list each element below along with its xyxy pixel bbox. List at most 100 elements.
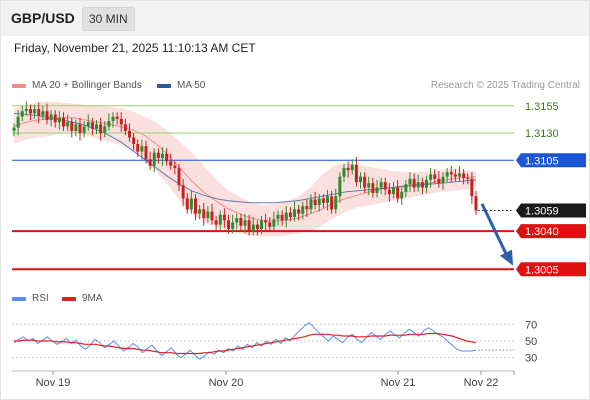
candle-body <box>119 118 123 125</box>
x-tick-label: Nov 22 <box>464 377 499 389</box>
candle-body <box>272 219 276 227</box>
candle-body <box>74 124 78 131</box>
legend-bollinger-label: MA 20 + Bollinger Bands <box>32 80 142 91</box>
candle-body <box>235 218 239 223</box>
candle-body <box>214 220 218 225</box>
candle-body <box>194 198 197 214</box>
candle-body <box>45 111 49 120</box>
symbol-label: GBP/USD <box>11 10 75 26</box>
candle-body <box>33 109 37 114</box>
candle-body <box>338 176 342 197</box>
candle-body <box>210 211 214 221</box>
level-tag-1.3105 <box>516 153 586 168</box>
candle-body <box>387 189 391 195</box>
candle-body <box>330 196 334 210</box>
candle-body <box>466 177 470 179</box>
candle-body <box>227 220 230 229</box>
candle-body <box>53 114 57 123</box>
candle-body <box>317 198 321 205</box>
timestamp-label: Friday, November 21, 2025 11:10:13 AM CE… <box>14 41 256 55</box>
candle-body <box>222 214 226 221</box>
candle-body <box>24 109 28 112</box>
candle-body <box>243 220 247 226</box>
level-label-1.3130: 1.3130 <box>525 128 559 140</box>
candle-body <box>231 222 235 229</box>
legend-ma50-label: MA 50 <box>177 80 206 91</box>
candle-body <box>350 164 354 171</box>
timeframe-button[interactable]: 30 MIN <box>82 7 135 31</box>
legend-bollinger-swatch <box>12 83 26 88</box>
candle-body <box>255 224 259 229</box>
candle-body <box>441 176 445 184</box>
candle-body <box>354 164 358 183</box>
candle-body <box>408 178 412 185</box>
candle-body <box>78 124 82 134</box>
candle-body <box>144 146 148 160</box>
header-bar: GBP/USD 30 MIN <box>0 0 590 36</box>
candle-body <box>70 122 74 131</box>
candle-body <box>62 117 65 127</box>
candle-body <box>342 167 346 177</box>
candle-body <box>445 172 449 177</box>
candle-body <box>268 222 272 227</box>
candle-body <box>161 153 164 159</box>
candle-body <box>16 116 20 128</box>
candle-body <box>218 214 222 225</box>
legend-rsi-swatch <box>12 296 26 301</box>
level-label-1.3059: 1.3059 <box>525 205 559 217</box>
candle-body <box>247 220 251 232</box>
candle-body <box>371 183 375 193</box>
candle-body <box>140 146 144 152</box>
candle-body <box>420 182 424 188</box>
rsi-tick-label-70: 70 <box>525 319 537 331</box>
candle-body <box>462 173 466 178</box>
candle-body <box>437 178 441 184</box>
x-tick-label: Nov 21 <box>381 377 416 389</box>
x-tick-label: Nov 20 <box>209 377 244 389</box>
candle-body <box>297 209 301 214</box>
candle-body <box>264 220 268 223</box>
candle-body <box>404 184 408 192</box>
candle-body <box>173 165 177 168</box>
candle-body <box>169 161 173 166</box>
candle-body <box>37 109 41 116</box>
candle-body <box>99 124 103 134</box>
candle-body <box>103 126 107 134</box>
candle-body <box>313 199 317 205</box>
candle-body <box>334 196 338 210</box>
candle-body <box>412 178 416 188</box>
level-label-1.3155: 1.3155 <box>525 101 559 113</box>
candle-body <box>66 122 70 127</box>
candle-body <box>260 220 263 229</box>
candle-body <box>375 187 379 193</box>
candle-body <box>359 176 362 183</box>
candle-body <box>251 224 255 232</box>
candle-body <box>470 178 474 197</box>
candle-body <box>20 111 24 117</box>
candle-body <box>206 211 210 219</box>
candle-body <box>301 206 305 214</box>
level-tag-1.3005 <box>516 262 586 277</box>
legend-9ma-swatch <box>62 296 76 301</box>
level-label-1.3005: 1.3005 <box>525 264 559 276</box>
legend-9ma: 9MA <box>62 293 103 304</box>
candle-body <box>284 212 288 221</box>
legend-ma50-swatch <box>157 83 171 88</box>
candle-body <box>458 173 461 177</box>
candle-body <box>326 196 329 203</box>
candle-body <box>383 182 387 190</box>
level-tag-1.3040 <box>516 224 586 239</box>
level-label-1.3040: 1.3040 <box>525 226 559 238</box>
candle-body <box>49 114 53 120</box>
candle-body <box>280 214 284 221</box>
candle-body <box>41 111 45 116</box>
candle-body <box>198 209 202 214</box>
candle-body <box>293 209 296 217</box>
candle-body <box>363 176 367 188</box>
rsi-9ma-line <box>14 332 477 355</box>
candle-body <box>239 218 243 226</box>
candle-body <box>148 159 152 166</box>
candle-body <box>425 179 428 188</box>
legend-9ma-label: 9MA <box>82 293 103 304</box>
candle-body <box>128 130 131 138</box>
